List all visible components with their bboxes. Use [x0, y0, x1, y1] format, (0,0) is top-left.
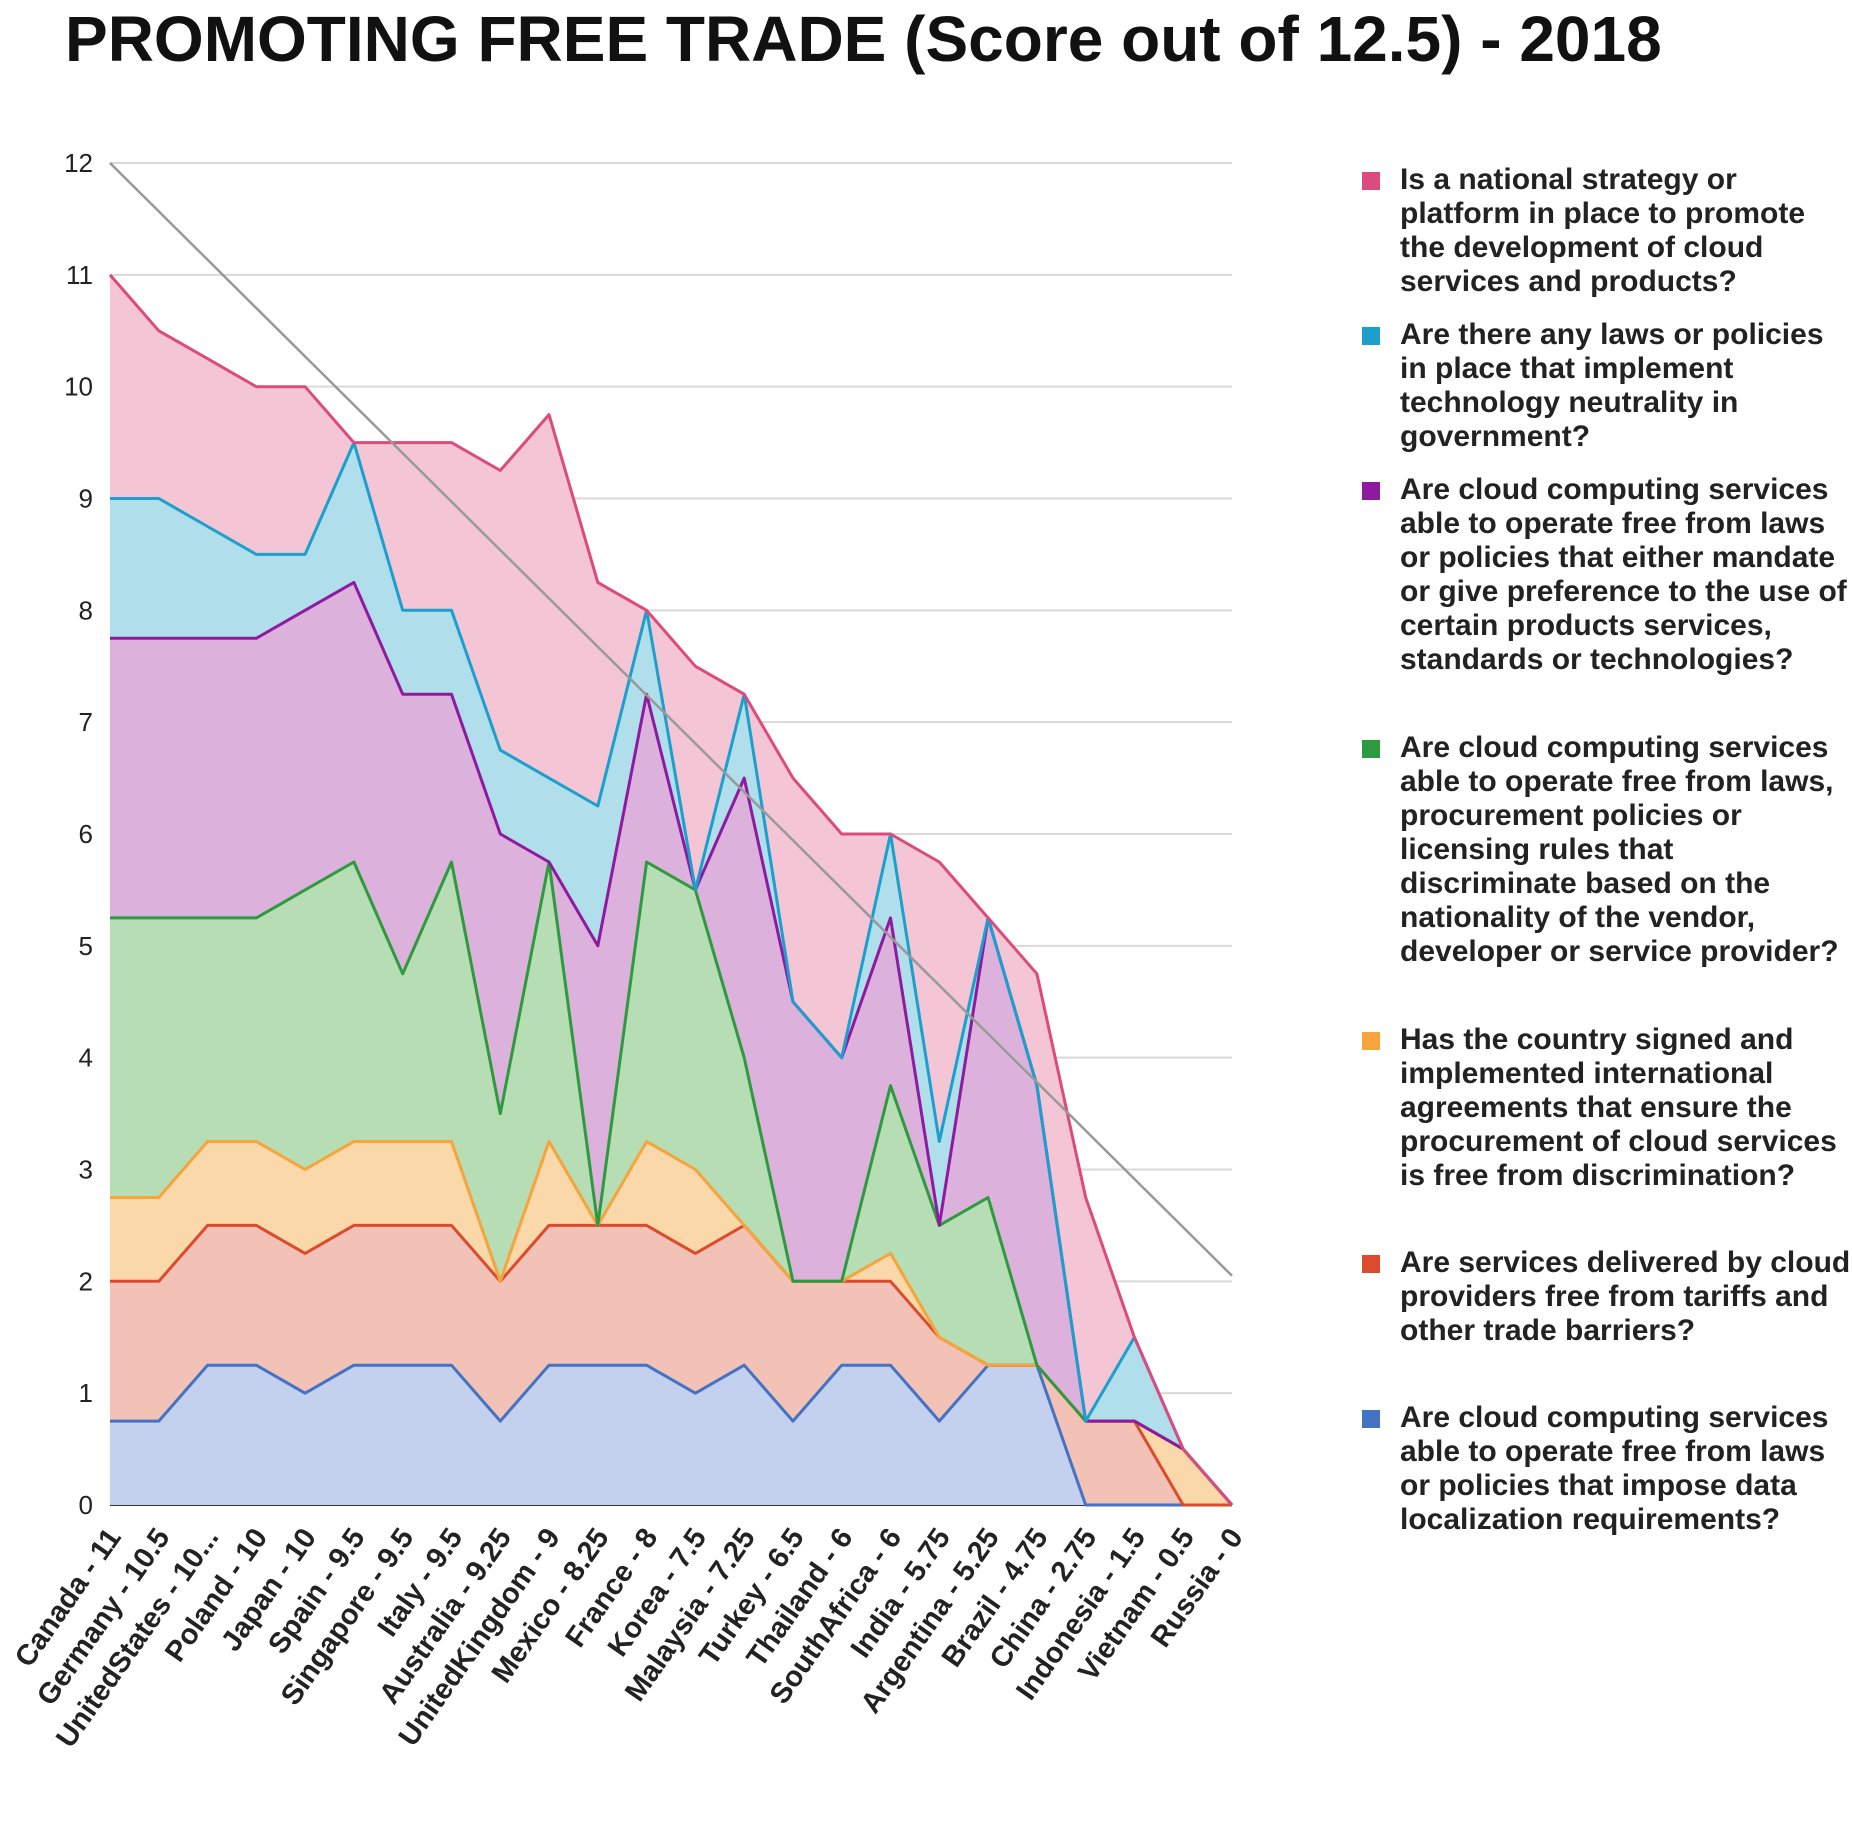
area-series-0 — [110, 1365, 1232, 1505]
y-tick-label: 8 — [79, 595, 93, 625]
trendline — [109, 162, 1233, 1277]
y-tick-label: 11 — [66, 260, 93, 290]
legend-swatch — [1362, 1410, 1380, 1428]
legend-label: Are cloud computing services able to ope… — [1400, 731, 1839, 968]
area-series-6 — [110, 274, 1232, 1505]
legend-swatch — [1362, 172, 1380, 190]
legend-label: Are cloud computing services able to ope… — [1400, 1401, 1829, 1536]
legend-label: Are there any laws or policies in place … — [1400, 318, 1824, 453]
y-tick-label: 2 — [79, 1266, 93, 1296]
y-tick-label: 3 — [79, 1155, 93, 1185]
series-line-5 — [110, 441, 1234, 1506]
legend-label: Is a national strategy or platform in pl… — [1400, 163, 1806, 298]
area-fills — [110, 274, 1232, 1506]
y-tick-label: 7 — [79, 707, 93, 737]
y-tick-label: 4 — [79, 1043, 93, 1073]
chart-title: PROMOTING FREE TRADE (Score out of 12.5)… — [65, 3, 1662, 75]
legend-swatch — [1362, 482, 1380, 500]
y-tick-label: 0 — [79, 1490, 93, 1520]
legend-label: Are cloud computing services able to ope… — [1400, 473, 1847, 676]
y-tick-label: 10 — [64, 372, 93, 402]
trendline-group — [109, 162, 1233, 1277]
legend-swatch — [1362, 740, 1380, 758]
area-series-2 — [110, 1141, 1232, 1505]
series-line-6 — [108, 273, 1234, 1506]
y-tick-label: 9 — [79, 484, 93, 514]
legend-swatch — [1362, 1032, 1380, 1050]
series-lines — [108, 273, 1234, 1507]
legend-label: Has the country signed and implemented i… — [1400, 1023, 1837, 1192]
legend-swatch — [1362, 1255, 1380, 1273]
series-line-0 — [110, 1363, 1232, 1507]
legend-label: Are services delivered by cloud provider… — [1400, 1246, 1851, 1347]
legend-swatch — [1362, 327, 1380, 345]
y-tick-label: 12 — [64, 148, 93, 178]
area-series-4 — [110, 582, 1232, 1505]
area-series-1 — [110, 1225, 1232, 1505]
series-line-3 — [110, 860, 1234, 1506]
y-tick-label: 1 — [79, 1378, 93, 1408]
y-tick-label: 5 — [79, 931, 93, 961]
y-tick-label: 6 — [79, 819, 93, 849]
area-series-5 — [110, 442, 1232, 1506]
